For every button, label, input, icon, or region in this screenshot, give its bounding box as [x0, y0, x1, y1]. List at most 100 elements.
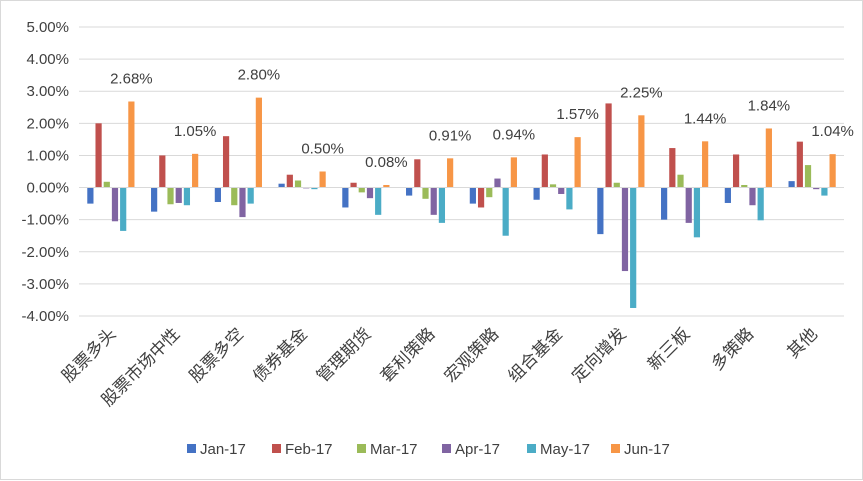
bar — [541, 154, 548, 188]
bar — [430, 187, 437, 215]
y-tick-label: 0.00% — [26, 180, 69, 197]
bar — [167, 187, 174, 205]
y-tick-label: 1.00% — [26, 147, 69, 164]
bar — [574, 137, 581, 188]
legend-label: Mar-17 — [370, 441, 418, 458]
bar — [597, 187, 604, 235]
category-label: 套利策略 — [377, 324, 439, 386]
bar — [422, 187, 429, 199]
bar — [741, 184, 748, 188]
data-label: 0.08% — [365, 154, 408, 171]
bar — [661, 187, 668, 220]
bar — [630, 187, 637, 308]
bar — [111, 187, 119, 222]
bar — [669, 148, 676, 188]
bar — [724, 187, 731, 203]
legend-swatch — [611, 444, 620, 453]
y-tick-label: 3.00% — [26, 83, 69, 100]
data-label: 1.04% — [811, 123, 854, 140]
data-label: 1.57% — [556, 106, 599, 123]
data-label: 1.05% — [174, 123, 217, 140]
bar — [804, 165, 812, 188]
bar — [183, 187, 191, 206]
bar — [95, 123, 102, 188]
bar — [319, 171, 326, 188]
bar — [749, 187, 756, 206]
category-label: 债券基金 — [249, 324, 311, 386]
bar — [605, 103, 612, 188]
category-label: 多策略 — [708, 324, 758, 374]
bar — [103, 181, 110, 188]
bar — [813, 187, 820, 190]
bar — [732, 154, 740, 188]
bar — [549, 184, 557, 188]
legend-swatch — [187, 444, 196, 453]
y-tick-label: -1.00% — [21, 212, 69, 229]
bar — [383, 184, 390, 188]
data-label: 2.68% — [110, 71, 153, 88]
bar — [358, 187, 365, 193]
legend: Jan-17 Feb-17 Mar-17 Apr-17 May-17 Jun-17 — [187, 441, 670, 458]
bar — [120, 187, 127, 231]
bar — [502, 187, 509, 236]
bar — [477, 187, 485, 208]
gridlines — [79, 26, 844, 317]
bar — [159, 155, 166, 188]
legend-swatch — [527, 444, 536, 453]
legend-label: Apr-17 — [455, 441, 500, 458]
bar — [414, 159, 421, 188]
bar — [128, 101, 135, 188]
bar — [702, 141, 709, 188]
bar — [757, 187, 764, 221]
category-label: 管理期货 — [313, 324, 375, 386]
bar — [566, 187, 573, 210]
legend-label: Jun-17 — [624, 441, 670, 458]
y-tick-label: -2.00% — [21, 244, 69, 261]
y-axis-ticks: 5.00% 4.00% 3.00% 2.00% 1.00% 0.00% -1.00% -2.0… — [21, 19, 69, 325]
bar — [533, 187, 540, 200]
bar — [406, 187, 413, 196]
bar — [342, 187, 349, 208]
bar — [685, 187, 692, 223]
bar — [796, 141, 803, 188]
data-label: 1.84% — [748, 97, 791, 114]
y-tick-label: 5.00% — [26, 19, 69, 36]
legend-label: Jan-17 — [200, 441, 246, 458]
bar — [366, 187, 374, 199]
bar — [278, 183, 285, 188]
legend-label: May-17 — [540, 441, 590, 458]
data-labels: 2.68% 1.05% 2.80% 0.50% 0.08% 0.91% 0.94% 1.57%… — [110, 67, 854, 171]
legend-swatch — [442, 444, 451, 453]
y-tick-label: -3.00% — [21, 276, 69, 293]
category-label: 股票多头 — [58, 324, 120, 386]
data-label: 1.44% — [684, 110, 727, 127]
legend-label: Feb-17 — [285, 441, 333, 458]
bar — [558, 187, 565, 194]
bar — [350, 182, 357, 188]
bar — [494, 178, 501, 188]
category-label: 其他 — [783, 324, 821, 362]
bar — [510, 157, 517, 188]
legend-swatch — [357, 444, 366, 453]
y-tick-label: -4.00% — [21, 308, 69, 325]
bar — [239, 187, 246, 218]
bar — [375, 187, 382, 215]
bar — [693, 187, 701, 238]
category-label: 定向增发 — [568, 324, 630, 386]
bar — [255, 97, 262, 188]
data-label: 2.25% — [620, 84, 663, 101]
bar — [613, 182, 620, 188]
bar — [222, 136, 230, 188]
y-tick-label: 4.00% — [26, 51, 69, 68]
bar — [175, 187, 182, 203]
bar — [829, 154, 836, 188]
bar — [677, 174, 684, 188]
bar — [621, 187, 629, 272]
bar — [192, 153, 199, 188]
category-label: 组合基金 — [504, 324, 566, 386]
data-label: 0.50% — [301, 141, 344, 158]
bars — [87, 97, 836, 308]
